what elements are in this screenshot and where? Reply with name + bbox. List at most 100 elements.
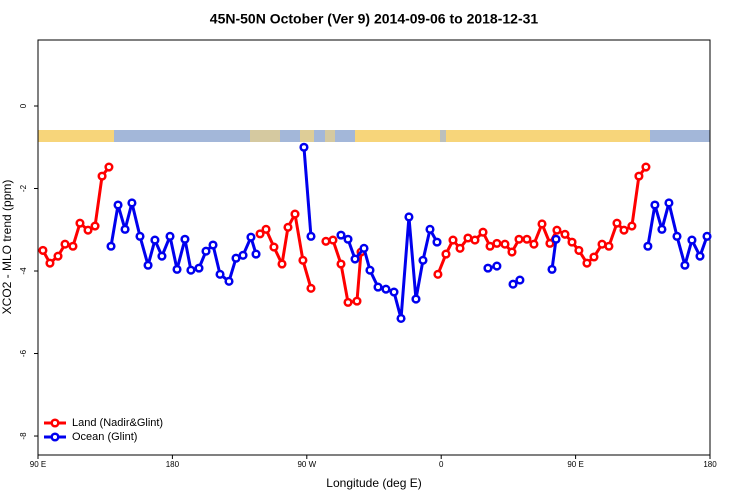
data-point <box>97 171 107 181</box>
data-point <box>194 263 204 273</box>
data-point <box>359 243 369 253</box>
y-tick-label: -2 <box>19 184 28 192</box>
data-point <box>343 297 353 307</box>
chart-title: 45N-50N October (Ver 9) 2014-09-06 to 20… <box>210 11 539 27</box>
y-tick-label: -8 <box>19 432 28 440</box>
data-point <box>143 260 153 270</box>
data-point <box>246 232 256 242</box>
data-point <box>251 249 261 259</box>
data-point <box>180 234 190 244</box>
data-point <box>500 239 510 249</box>
data-point <box>560 229 570 239</box>
data-point <box>404 212 414 222</box>
legend-marker <box>50 432 60 442</box>
data-point <box>68 241 78 251</box>
data-point <box>687 235 697 245</box>
data-point <box>695 251 705 261</box>
data-point <box>418 255 428 265</box>
data-point <box>425 224 435 234</box>
data-point <box>352 296 362 306</box>
legend-marker <box>50 418 60 428</box>
data-point <box>343 234 353 244</box>
data-point <box>306 231 316 241</box>
data-point <box>261 224 271 234</box>
data-point <box>478 227 488 237</box>
land-mask-strip <box>38 130 710 142</box>
data-point <box>508 279 518 289</box>
data-point <box>547 264 557 274</box>
data-point <box>612 218 622 228</box>
data-point <box>470 235 480 245</box>
data-point <box>455 243 465 253</box>
data-point <box>45 258 55 268</box>
y-axis-label: XCO2 - MLO trend (ppm) <box>0 180 14 315</box>
data-point <box>641 162 651 172</box>
data-point <box>552 225 562 235</box>
data-point <box>106 241 116 251</box>
data-point <box>529 239 539 249</box>
data-point <box>485 241 495 251</box>
x-tick-label: 180 <box>166 460 180 469</box>
data-point <box>432 237 442 247</box>
data-point <box>680 260 690 270</box>
data-point <box>328 235 338 245</box>
series-line <box>325 238 363 304</box>
data-point <box>231 253 241 263</box>
x-tick-label: 0 <box>439 460 444 469</box>
plot-frame <box>37 39 711 456</box>
x-tick-label: 90 E <box>30 460 46 469</box>
series-line <box>302 147 313 237</box>
data-point <box>702 231 712 241</box>
data-point <box>90 221 100 231</box>
data-point <box>448 235 458 245</box>
data-point <box>350 254 360 264</box>
legend-label: Ocean (Glint) <box>72 431 137 443</box>
data-point <box>515 275 525 285</box>
data-point <box>514 234 524 244</box>
data-point <box>589 252 599 262</box>
data-point <box>650 200 660 210</box>
y-tick-label: -4 <box>19 267 28 275</box>
data-point <box>120 224 130 234</box>
data-point <box>551 234 561 244</box>
data-point <box>492 261 502 271</box>
data-point <box>336 259 346 269</box>
data-point <box>582 258 592 268</box>
x-tick-label: 90 E <box>567 460 583 469</box>
data-point <box>389 287 399 297</box>
series-line <box>41 166 111 265</box>
x-axis-label: Longitude (deg E) <box>326 476 421 490</box>
data-point <box>373 282 383 292</box>
series-line <box>550 239 558 270</box>
data-point <box>433 269 443 279</box>
data-point <box>672 231 682 241</box>
data-point <box>597 239 607 249</box>
data-point <box>619 225 629 235</box>
y-tick-label: 0 <box>19 103 28 108</box>
data-point <box>201 246 211 256</box>
data-point <box>127 198 137 208</box>
data-point <box>53 251 63 261</box>
data-point <box>574 245 584 255</box>
data-point <box>411 294 421 304</box>
data-point <box>283 222 293 232</box>
data-point <box>208 240 218 250</box>
data-point <box>38 245 48 255</box>
data-point <box>441 249 451 259</box>
data-point <box>545 238 555 248</box>
data-point <box>298 255 308 265</box>
data-point <box>157 251 167 261</box>
data-point <box>299 142 309 152</box>
data-point <box>113 200 123 210</box>
data-point <box>643 241 653 251</box>
data-point <box>492 238 502 248</box>
data-point <box>657 224 667 234</box>
legend-label: Land (Nadir&Glint) <box>72 417 163 429</box>
data-point <box>365 265 375 275</box>
data-point <box>150 235 160 245</box>
data-point <box>135 231 145 241</box>
x-tick-label: 180 <box>703 460 717 469</box>
data-point <box>290 209 300 219</box>
data-point <box>507 247 517 257</box>
